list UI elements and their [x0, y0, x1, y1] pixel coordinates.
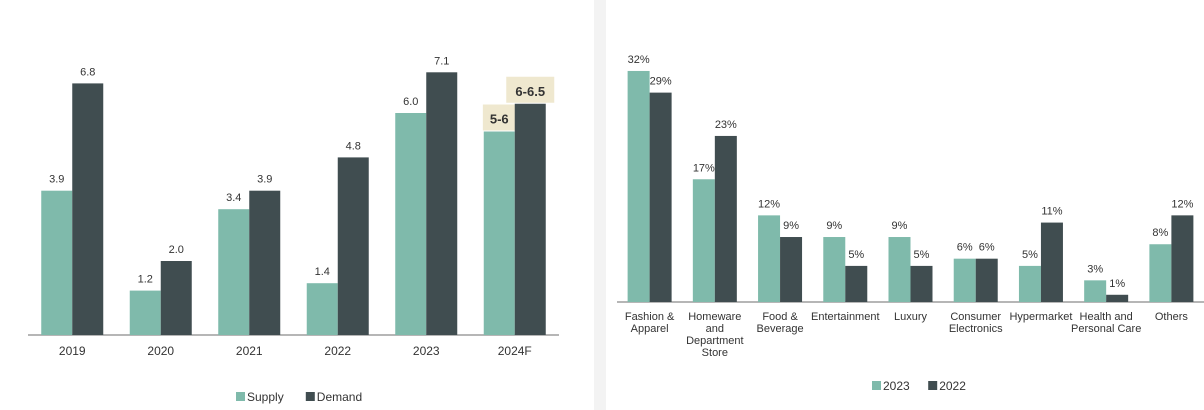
bar-2022-8 [1171, 215, 1194, 302]
x-tick-label-4: Luxury [894, 311, 928, 323]
data-label-supply-1: 1.2 [138, 274, 153, 286]
legend-label-2022: 2022 [939, 379, 966, 393]
bar-2022-3 [845, 265, 868, 302]
category-share-bar-chart: 32%29% Fashion & Apparel 17% 23% Homeware and D… [617, 54, 1204, 393]
legend-label-supply: Supply [247, 390, 284, 404]
data-label-2022-3: 5% [848, 249, 864, 261]
x-tick-label-6: Hypermarket [1009, 311, 1072, 323]
bar-demand-0 [72, 83, 104, 336]
bar-supply-4 [395, 113, 427, 335]
bar-2023-3 [823, 237, 846, 302]
bar-2023-7 [1084, 280, 1107, 302]
data-label-demand-2: 3.9 [257, 174, 272, 186]
data-label-2022-2: 9% [783, 220, 799, 232]
bar-2023-6 [1018, 265, 1041, 302]
highlight-label-bg-demand [506, 76, 555, 103]
bar-2022-2 [780, 237, 803, 302]
category-share-chart-panel: 32% 29% Fashion & Apparel 17% 23% Homeware and D… [606, 0, 1204, 410]
data-label-2023-8: 8% [1152, 227, 1168, 239]
bar-2023-0 [627, 70, 650, 303]
x-tick-label-2: 2021 [236, 344, 263, 358]
x-tick-label-5: 2024F [498, 344, 532, 358]
legend-swatch-demand [305, 392, 315, 401]
bar-supply-1 [129, 290, 161, 335]
bar-2023-5 [953, 258, 976, 302]
data-label-2023-5: 6% [957, 242, 973, 254]
data-label-2022-0: 29% [650, 76, 672, 88]
data-label-demand-3: 4.8 [346, 140, 361, 152]
bar-2022-0 [649, 92, 672, 303]
data-label-supply-2: 3.4 [226, 192, 241, 204]
bar-supply-2 [218, 209, 250, 335]
data-label-2022-5: 6% [979, 242, 995, 254]
data-label-demand-1: 2.0 [169, 244, 184, 256]
bar-demand-4 [426, 72, 458, 336]
x-tick-label-3: Entertainment [811, 311, 879, 323]
data-label-supply-5: 5-6 [490, 112, 509, 127]
bar-2023-2 [758, 215, 781, 302]
data-label-2023-3: 9% [826, 220, 842, 232]
legend-swatch-supply [236, 392, 245, 401]
data-label-2022-6: 11% [1041, 206, 1062, 218]
x-tick-label-2: Food & Beverage [757, 311, 804, 335]
data-label-supply-0: 3.9 [49, 174, 64, 186]
data-label-2022-1: 23% [715, 119, 737, 131]
bar-2023-8 [1149, 244, 1172, 302]
highlight-label-bg-supply [482, 104, 516, 131]
data-label-2023-6: 5% [1022, 249, 1038, 261]
x-tick-label-5: Consumer Electronics [949, 311, 1003, 335]
x-tick-label-1: Homeware and Department Store [686, 311, 743, 359]
data-label-supply-4: 6.0 [403, 96, 418, 108]
data-label-2023-0: 32% [628, 54, 650, 66]
legend-swatch-2023 [872, 381, 881, 390]
data-label-2022-7: 1% [1109, 278, 1125, 290]
data-label-demand-0: 6.8 [80, 66, 95, 78]
bar-2022-6 [1040, 222, 1063, 302]
bar-supply-0 [41, 190, 73, 335]
bar-demand-5 [514, 103, 546, 335]
bar-2022-4 [910, 265, 933, 302]
legend-swatch-2022 [928, 381, 938, 390]
data-label-2022-4: 5% [914, 249, 930, 261]
bar-2023-4 [888, 237, 911, 302]
x-tick-label-1: 2020 [147, 344, 174, 358]
bar-supply-3 [306, 283, 338, 335]
bar-demand-2 [249, 190, 281, 335]
bar-2023-1 [692, 179, 715, 302]
bar-demand-1 [160, 261, 192, 335]
supply-demand-chart-panel: 3.9 6.8 2019 1.2 2.0 2020 3.4 3.9 2021 1.4 4.8 2022… [0, 0, 594, 410]
bar-2022-7 [1106, 294, 1129, 302]
x-tick-label-0: Fashion & Apparel [625, 311, 675, 335]
data-label-2023-7: 3% [1087, 263, 1103, 275]
bar-supply-5 [483, 131, 515, 335]
bar-2022-5 [975, 258, 998, 302]
x-tick-label-0: 2019 [59, 344, 86, 358]
supply-demand-bar-chart: 3.9 6.8 2019 1.2 2.0 2020 3.4 3.9 2021 1.4 4.8 2022… [28, 55, 559, 404]
bar-demand-3 [337, 157, 369, 335]
legend-label-2023: 2023 [883, 379, 910, 393]
x-tick-label-4: 2023 [413, 344, 440, 358]
x-tick-label-7: Health and Personal Care [1071, 311, 1141, 335]
data-label-2023-1: 17% [693, 162, 715, 174]
x-tick-label-3: 2022 [324, 344, 351, 358]
data-label-2023-4: 9% [892, 220, 908, 232]
x-tick-label-8: Others [1155, 311, 1189, 323]
bar-2022-1 [714, 135, 737, 302]
data-label-demand-5: 6-6.5 [515, 84, 545, 99]
data-label-demand-4: 7.1 [434, 55, 449, 67]
data-label-2022-8: 12% [1171, 198, 1193, 210]
data-label-supply-3: 1.4 [315, 266, 330, 278]
legend-label-demand: Demand [317, 390, 362, 404]
data-label-2023-2: 12% [758, 198, 780, 210]
